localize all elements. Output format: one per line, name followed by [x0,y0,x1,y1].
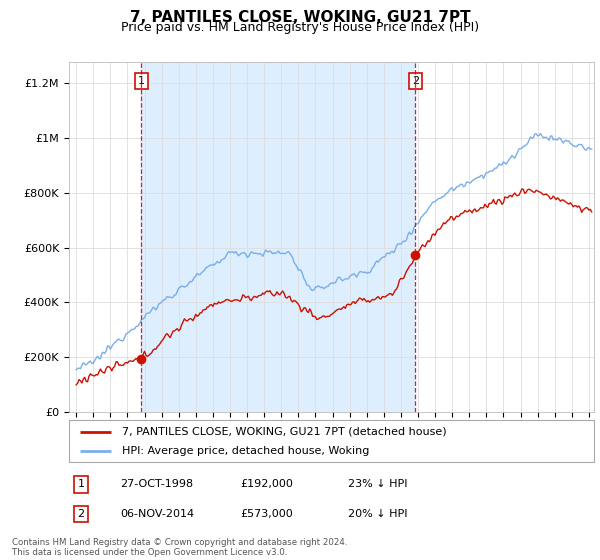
Text: 1: 1 [77,479,85,489]
Text: 06-NOV-2014: 06-NOV-2014 [120,509,194,519]
Text: Price paid vs. HM Land Registry's House Price Index (HPI): Price paid vs. HM Land Registry's House … [121,21,479,34]
Text: 7, PANTILES CLOSE, WOKING, GU21 7PT (detached house): 7, PANTILES CLOSE, WOKING, GU21 7PT (det… [121,427,446,437]
Text: 23% ↓ HPI: 23% ↓ HPI [348,479,407,489]
Text: £573,000: £573,000 [240,509,293,519]
Text: 27-OCT-1998: 27-OCT-1998 [120,479,193,489]
Text: 20% ↓ HPI: 20% ↓ HPI [348,509,407,519]
Text: 2: 2 [77,509,85,519]
Text: Contains HM Land Registry data © Crown copyright and database right 2024.
This d: Contains HM Land Registry data © Crown c… [12,538,347,557]
Text: HPI: Average price, detached house, Woking: HPI: Average price, detached house, Woki… [121,446,369,456]
Text: 7, PANTILES CLOSE, WOKING, GU21 7PT: 7, PANTILES CLOSE, WOKING, GU21 7PT [130,10,470,25]
Text: 2: 2 [412,76,419,86]
Text: £192,000: £192,000 [240,479,293,489]
Bar [142,62,415,412]
Text: 1: 1 [138,76,145,86]
